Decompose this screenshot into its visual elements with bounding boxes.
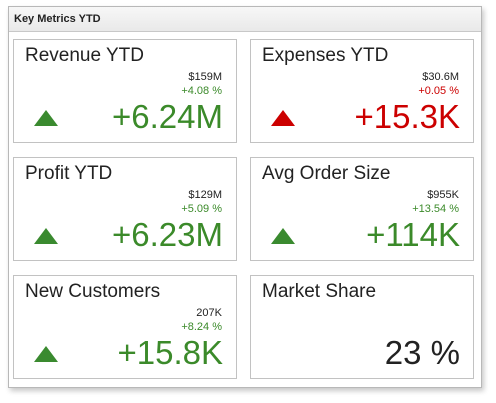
card-title: Profit YTD [25,163,113,184]
card-absolute-value: $129M [188,189,222,201]
card-delta-value: +6.23M [112,216,223,253]
card-title: Avg Order Size [262,163,391,184]
card-delta-value: +15.8K [117,334,223,371]
card-expenses-ytd[interactable]: Expenses YTD $30.6M +0.05 % +15.3K [250,39,474,143]
card-avg-order-size[interactable]: Avg Order Size $955K +13.54 % +114K [250,157,474,261]
card-title: Market Share [262,281,377,302]
triangle-up-green-icon [271,228,295,244]
triangle-up-green-icon [34,228,58,244]
key-metrics-panel: Key Metrics YTD Revenue YTD $159M +4.08 … [8,6,482,388]
card-market-share[interactable]: Market Share 23 % [250,275,474,379]
card-delta-value: +114K [366,216,460,253]
card-absolute-value: $955K [427,189,459,201]
card-absolute-value: $30.6M [422,71,459,83]
card-profit-ytd[interactable]: Profit YTD $129M +5.09 % +6.23M [13,157,237,261]
card-percent-change: +8.24 % [181,321,222,333]
card-percent-change: +4.08 % [181,85,222,97]
card-title: New Customers [25,281,161,302]
card-new-customers[interactable]: New Customers 207K +8.24 % +15.8K [13,275,237,379]
card-absolute-value: $159M [188,71,222,83]
card-percent-change: +13.54 % [412,203,459,215]
card-title: Revenue YTD [25,45,144,66]
card-value: 23 % [384,334,460,371]
triangle-up-red-icon [271,110,295,126]
triangle-up-green-icon [34,346,58,362]
card-delta-value: +15.3K [354,98,460,135]
card-percent-change: +5.09 % [181,203,222,215]
triangle-up-green-icon [34,110,58,126]
panel-title: Key Metrics YTD [9,7,481,32]
card-absolute-value: 207K [196,307,222,319]
card-delta-value: +6.24M [112,98,223,135]
card-percent-change: +0.05 % [418,85,459,97]
card-revenue-ytd[interactable]: Revenue YTD $159M +4.08 % +6.24M [13,39,237,143]
card-title: Expenses YTD [262,45,389,66]
